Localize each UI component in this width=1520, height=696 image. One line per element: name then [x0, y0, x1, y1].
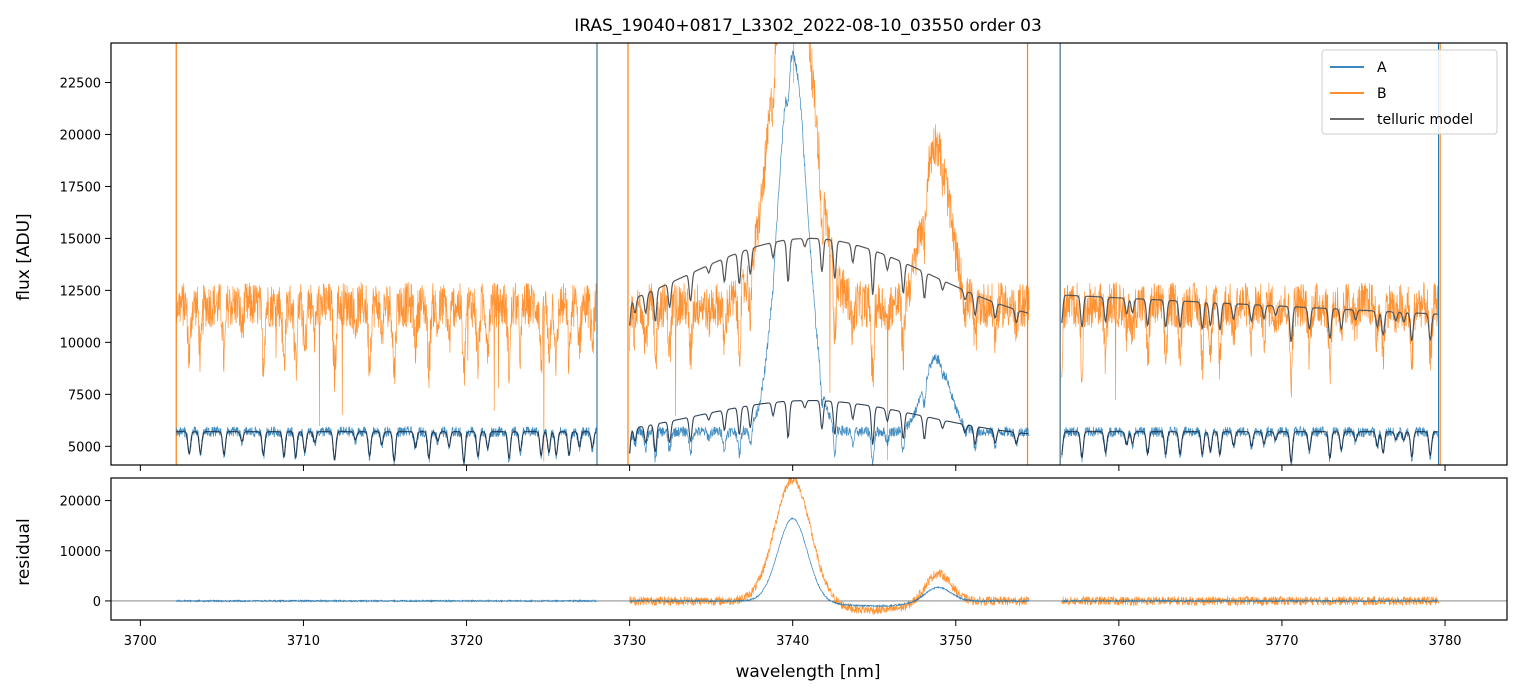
legend-box: [1321, 49, 1498, 135]
bottom-x-tick-label: 3770: [1265, 634, 1298, 649]
bottom-x-tick-label: 3720: [450, 634, 483, 649]
top-panel-frame: [110, 42, 1508, 466]
top-y-tick-label: 17500: [60, 180, 101, 195]
bottom-y-axis-label: residual: [14, 518, 34, 585]
residual-a-line: [175, 517, 1439, 608]
chart-title: IRAS_19040+0817_L3302_2022-08-10_03550 o…: [574, 16, 1042, 36]
top-y-tick-label: 10000: [60, 336, 101, 351]
top-panel-axes: 5000 7500 10000 12500 15000 17500 20000 22500: [60, 76, 1446, 471]
top-y-tick-label: 5000: [68, 440, 101, 455]
legend-label-a: A: [1377, 60, 1387, 76]
top-y-tick-label: 20000: [60, 128, 101, 143]
legend-label-telluric: telluric model: [1377, 112, 1473, 128]
bottom-x-tick-label: 3700: [124, 634, 157, 649]
bottom-x-tick-label: 3750: [939, 634, 972, 649]
bottom-x-tick-label: 3760: [1102, 634, 1135, 649]
top-panel-data: [175, 43, 1441, 465]
top-y-tick-label: 12500: [60, 284, 101, 299]
bottom-y-tick-label: 0: [93, 595, 101, 610]
residual-b-line: [629, 478, 1439, 615]
top-y-tick-label: 22500: [60, 76, 101, 91]
top-y-tick-label: 15000: [60, 232, 101, 247]
legend: A B telluric model: [1321, 49, 1498, 135]
telluric-model-b-line: [629, 237, 1438, 342]
bottom-x-tick-label: 3710: [287, 634, 320, 649]
bottom-panel-frame: [110, 477, 1508, 621]
bottom-x-tick-label: 3780: [1428, 634, 1461, 649]
bottom-panel-data: [111, 478, 1507, 615]
bottom-y-tick-label: 10000: [60, 545, 101, 560]
telluric-model-a-line: [176, 400, 1438, 463]
bottom-y-tick-label: 20000: [60, 495, 101, 510]
bottom-panel-axes: 0 10000 20000 3700 3710 3720 3730 3740 3750 3760 3…: [60, 495, 1462, 649]
series-b-flux-line: [175, 43, 1439, 462]
top-y-axis-label: flux [ADU]: [14, 213, 34, 300]
top-y-tick-label: 7500: [68, 388, 101, 403]
legend-label-b: B: [1377, 86, 1387, 102]
bottom-x-tick-label: 3740: [776, 634, 809, 649]
x-axis-label: wavelength [nm]: [735, 662, 880, 682]
bottom-x-tick-label: 3730: [613, 634, 646, 649]
series-a-flux-line: [175, 50, 1439, 465]
